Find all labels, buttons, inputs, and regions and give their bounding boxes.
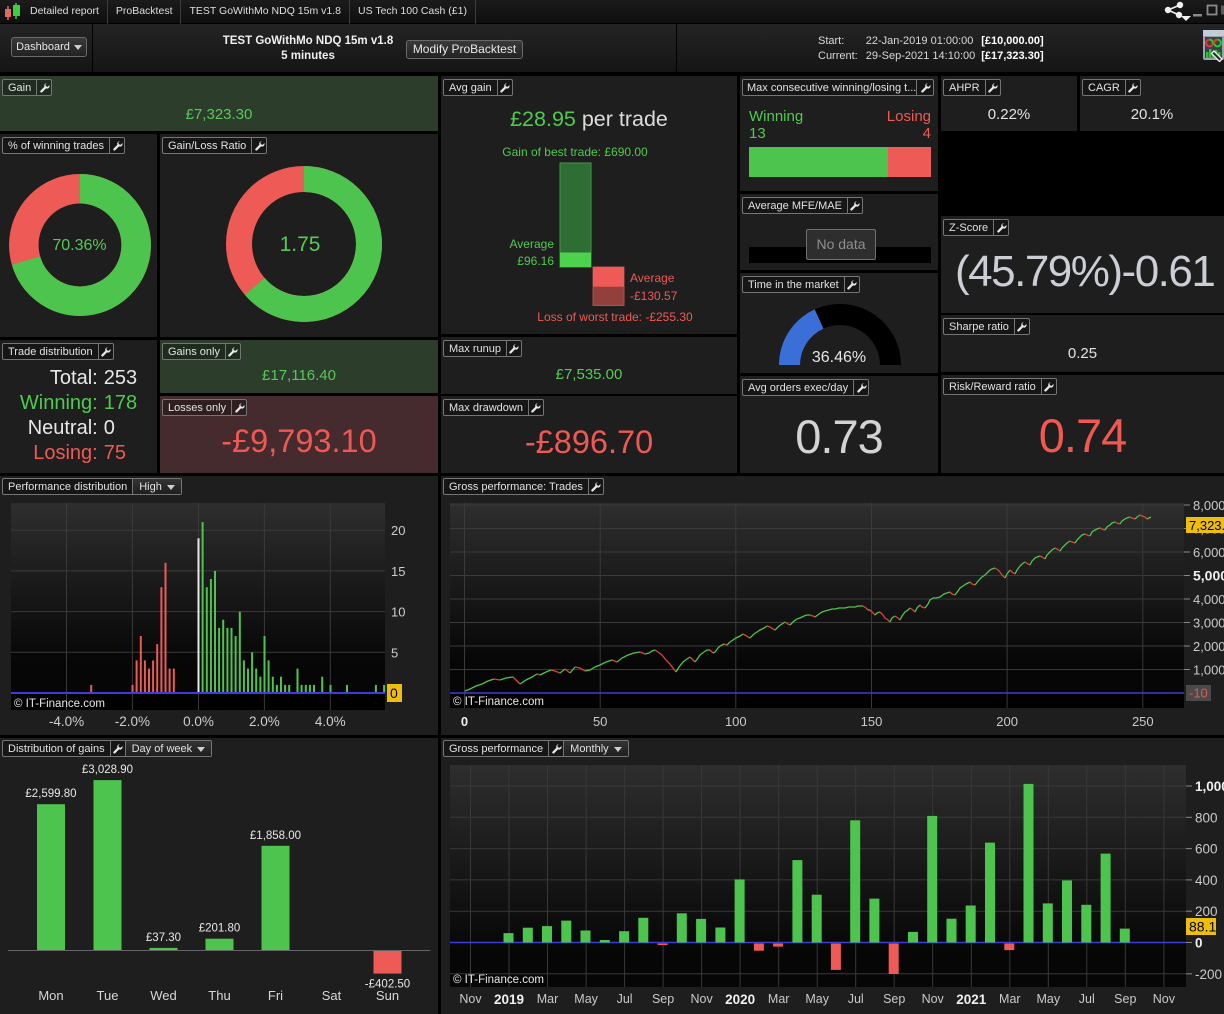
svg-text:-£402.50: -£402.50 xyxy=(365,979,410,991)
svg-text:Gain of best trade: £690.00: Gain of best trade: £690.00 xyxy=(502,145,648,159)
svg-text:£96.16: £96.16 xyxy=(517,254,554,268)
svg-text:2019: 2019 xyxy=(494,992,524,1007)
svg-text:Jul: Jul xyxy=(1079,992,1095,1006)
svg-text:150: 150 xyxy=(861,714,883,729)
svg-text:Mar: Mar xyxy=(768,992,790,1006)
svg-text:0: 0 xyxy=(461,714,468,729)
svg-text:© IT-Finance.com: © IT-Finance.com xyxy=(453,974,544,986)
svg-text:Sep: Sep xyxy=(883,992,905,1006)
svg-text:May: May xyxy=(574,992,598,1006)
svg-text:7,323.3: 7,323.3 xyxy=(1189,518,1224,533)
svg-text:4,000: 4,000 xyxy=(1193,592,1224,607)
svg-text:-2.0%: -2.0% xyxy=(115,714,150,729)
svg-text:50: 50 xyxy=(593,714,607,729)
svg-text:-10: -10 xyxy=(1189,686,1208,701)
svg-text:400: 400 xyxy=(1195,873,1218,888)
svg-text:5,000: 5,000 xyxy=(1193,568,1224,584)
svg-text:0.0%: 0.0% xyxy=(183,714,214,729)
svg-text:£1,858.00: £1,858.00 xyxy=(250,830,301,842)
svg-text:6,000: 6,000 xyxy=(1193,545,1224,560)
svg-text:20: 20 xyxy=(391,523,405,538)
svg-text:Nov: Nov xyxy=(922,992,945,1006)
svg-text:Mar: Mar xyxy=(999,992,1021,1006)
svg-text:10: 10 xyxy=(391,605,405,620)
svg-text:1,000: 1,000 xyxy=(1193,663,1224,678)
svg-text:Average: Average xyxy=(630,271,675,285)
svg-text:Thu: Thu xyxy=(208,988,230,1003)
svg-text:200: 200 xyxy=(996,714,1018,729)
svg-text:£37.30: £37.30 xyxy=(146,932,181,944)
svg-text:200: 200 xyxy=(1195,904,1218,919)
svg-text:May: May xyxy=(1036,992,1060,1006)
svg-text:Nov: Nov xyxy=(690,992,713,1006)
svg-text:Wed: Wed xyxy=(150,988,177,1003)
svg-text:Loss of worst trade: -£255.30: Loss of worst trade: -£255.30 xyxy=(537,310,693,324)
svg-text:2,000: 2,000 xyxy=(1193,639,1224,654)
svg-text:£3,028.90: £3,028.90 xyxy=(82,764,133,776)
svg-text:2.0%: 2.0% xyxy=(249,714,280,729)
svg-text:£201.80: £201.80 xyxy=(199,923,241,935)
svg-text:100: 100 xyxy=(725,714,747,729)
svg-text:2021: 2021 xyxy=(956,992,987,1007)
svg-text:5: 5 xyxy=(391,645,398,660)
svg-text:2020: 2020 xyxy=(725,992,755,1007)
svg-text:4.0%: 4.0% xyxy=(315,714,346,729)
svg-text:Sep: Sep xyxy=(1114,992,1136,1006)
svg-text:Mar: Mar xyxy=(537,992,559,1006)
svg-text:Sep: Sep xyxy=(652,992,674,1006)
svg-text:3,000: 3,000 xyxy=(1193,616,1224,631)
svg-text:May: May xyxy=(805,992,829,1006)
svg-text:8,000: 8,000 xyxy=(1193,498,1224,513)
svg-text:Sat: Sat xyxy=(322,988,342,1003)
svg-text:Mon: Mon xyxy=(38,988,63,1003)
svg-text:Nov: Nov xyxy=(1153,992,1176,1006)
svg-text:Jul: Jul xyxy=(617,992,633,1006)
svg-text:0: 0 xyxy=(1195,936,1203,951)
svg-text:600: 600 xyxy=(1195,842,1218,857)
svg-text:© IT-Finance.com: © IT-Finance.com xyxy=(453,696,544,708)
svg-text:Tue: Tue xyxy=(97,988,119,1003)
svg-text:Average: Average xyxy=(510,237,555,251)
svg-text:Jul: Jul xyxy=(848,992,864,1006)
svg-text:1,000: 1,000 xyxy=(1195,779,1224,794)
svg-text:0: 0 xyxy=(390,685,398,701)
svg-text:Nov: Nov xyxy=(459,992,482,1006)
svg-text:15: 15 xyxy=(391,564,405,579)
svg-text:© IT-Finance.com: © IT-Finance.com xyxy=(14,698,105,710)
svg-text:£2,599.80: £2,599.80 xyxy=(25,788,76,800)
svg-text:-£130.57: -£130.57 xyxy=(630,289,678,303)
svg-text:800: 800 xyxy=(1195,810,1218,825)
svg-text:Sun: Sun xyxy=(376,988,399,1003)
svg-text:-200: -200 xyxy=(1195,967,1222,982)
svg-text:Fri: Fri xyxy=(268,988,283,1003)
svg-text:250: 250 xyxy=(1132,714,1154,729)
svg-text:88.1: 88.1 xyxy=(1189,919,1216,935)
svg-text:-4.0%: -4.0% xyxy=(49,714,84,729)
